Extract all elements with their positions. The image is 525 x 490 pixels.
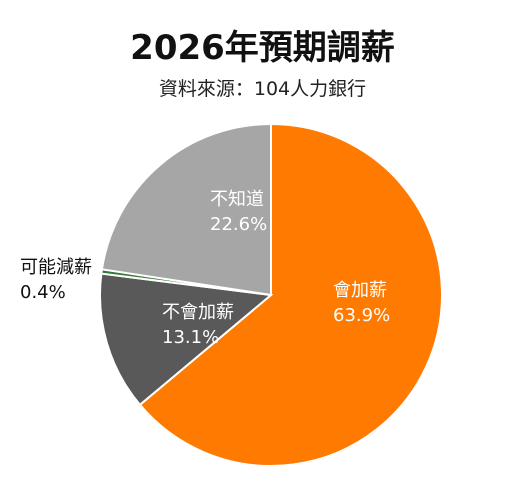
slice-label-value-1: 13.1% xyxy=(162,327,219,348)
pie-slice-1 xyxy=(99,272,274,407)
outside-label-decrease: 可能減薪 0.4% xyxy=(20,255,92,305)
pie-slice-0 xyxy=(138,122,443,467)
chart-title: 2026年預期調薪 xyxy=(130,28,395,68)
slice-label-name-3: 不知道 xyxy=(210,189,264,210)
slice-label-name-0: 會加薪 xyxy=(333,280,387,301)
slice-label-name-decrease: 可能減薪 xyxy=(20,257,92,278)
chart-subtitle: 資料來源：104人力銀行 xyxy=(158,78,367,100)
pie-slice-3 xyxy=(100,122,272,297)
slice-label-value-3: 22.6% xyxy=(210,214,267,235)
slice-label-value-decrease: 0.4% xyxy=(20,282,66,303)
slice-label-name-1: 不會加薪 xyxy=(162,302,234,323)
slice-label-value-0: 63.9% xyxy=(333,305,390,326)
